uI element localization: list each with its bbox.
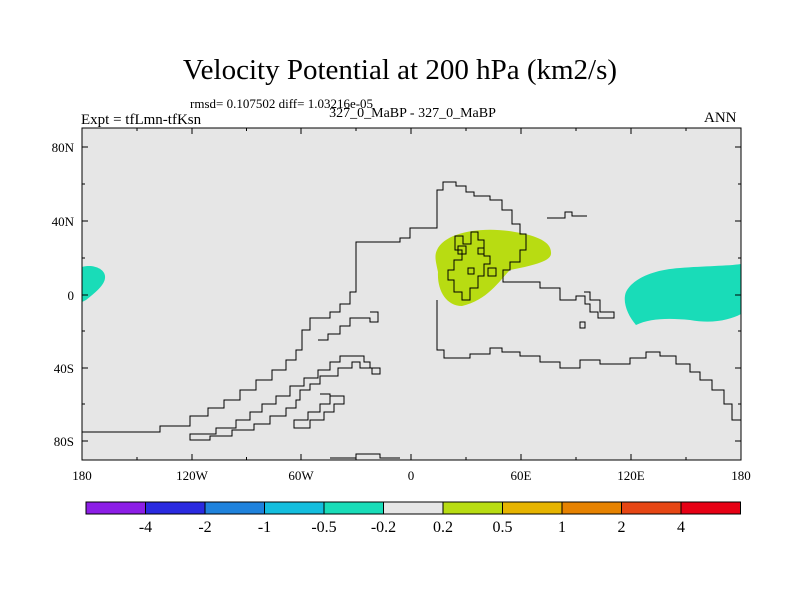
colorbar-label: 0.5 <box>493 519 513 536</box>
colorbar-label: -0.2 <box>371 519 396 536</box>
colorbar-swatch <box>621 501 682 515</box>
colorbar-swatch <box>323 501 384 515</box>
colorbar-swatch <box>85 501 146 515</box>
colorbar-swatch <box>145 501 206 515</box>
colorbar-swatch <box>383 501 444 515</box>
colorbar-swatch <box>680 501 741 515</box>
colorbar-label: 4 <box>677 519 685 536</box>
lon-label: 180 <box>731 468 751 483</box>
colorbar-label: -1 <box>258 519 271 536</box>
colorbar-label: -4 <box>139 519 152 536</box>
experiment-label: Expt = tfLmn-tfKsn <box>81 112 202 128</box>
lat-label: 0 <box>68 288 75 303</box>
negative-anomaly-west-pacific <box>82 266 106 302</box>
season-label: ANN <box>704 110 737 126</box>
lat-label: 40S <box>54 361 74 376</box>
longitude-axis: 180 120W 60W 0 60E 120E 180 <box>72 128 751 483</box>
latitude-axis: 80N 40N 0 40S 80S <box>52 140 741 449</box>
colorbar-swatch <box>561 501 622 515</box>
colorbar: -4 -2 -1 -0.5 -0.2 0.2 0.5 1 2 4 <box>85 501 741 536</box>
lat-label: 40N <box>52 214 75 229</box>
colorbar-label: -2 <box>198 519 211 536</box>
colorbar-swatch <box>204 501 265 515</box>
stats-label: rmsd= 0.107502 diff= 1.03216e-05 <box>190 96 374 111</box>
lon-label: 120E <box>617 468 645 483</box>
lon-label: 60W <box>288 468 314 483</box>
lon-label: 60E <box>511 468 532 483</box>
colorbar-label: -0.5 <box>311 519 336 536</box>
lat-label: 80N <box>52 140 75 155</box>
subtitle-label: 327_0_MaBP - 327_0_MaBP <box>329 106 496 121</box>
lon-label: 0 <box>408 468 415 483</box>
coastlines <box>82 181 741 459</box>
colorbar-label: 0.2 <box>433 519 453 536</box>
lat-label: 80S <box>54 434 74 449</box>
colorbar-swatch <box>264 501 325 515</box>
lon-label: 120W <box>176 468 209 483</box>
lon-label: 180 <box>72 468 92 483</box>
colorbar-label: 2 <box>618 519 626 536</box>
colorbar-swatch <box>502 501 563 515</box>
colorbar-label: 1 <box>558 519 566 536</box>
colorbar-swatch <box>442 501 503 515</box>
chart-title: Velocity Potential at 200 hPa (km2/s) <box>182 54 618 86</box>
negative-anomaly-east-pacific <box>624 264 741 325</box>
